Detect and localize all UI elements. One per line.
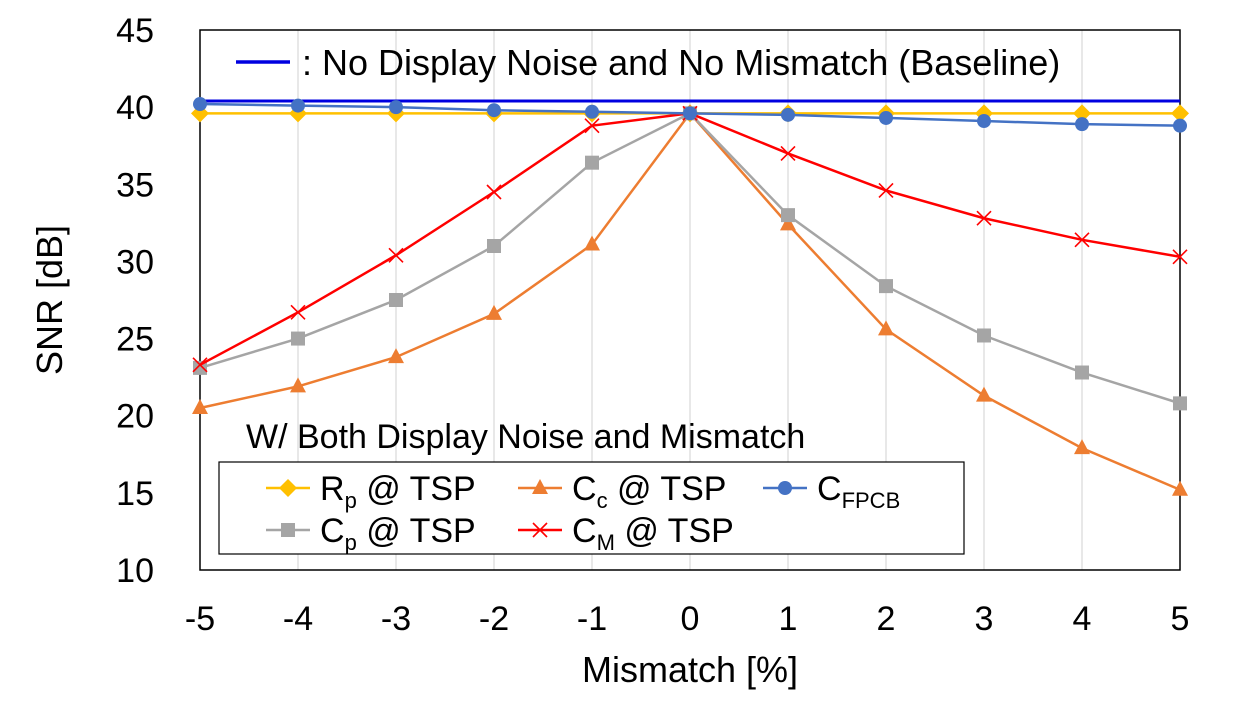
y-tick-label: 15 bbox=[116, 475, 154, 513]
y-tick-label: 10 bbox=[116, 552, 154, 590]
data-point-cc bbox=[388, 348, 404, 364]
baseline-legend-label: : No Display Noise and No Mismatch (Base… bbox=[302, 42, 1060, 83]
data-point-cm bbox=[486, 184, 502, 200]
data-point-cfpcb bbox=[487, 103, 501, 118]
legend-swatch-marker bbox=[532, 479, 548, 494]
x-tick-label: 3 bbox=[975, 600, 994, 638]
x-tick-label: 1 bbox=[779, 600, 798, 638]
x-tick-label: -2 bbox=[479, 600, 509, 638]
data-point-cp bbox=[977, 328, 991, 343]
data-point-cm bbox=[1074, 232, 1090, 248]
data-point-cp bbox=[585, 155, 599, 170]
data-point-cm bbox=[878, 182, 894, 199]
data-point-cfpcb bbox=[1075, 117, 1089, 132]
x-axis-title: Mismatch [%] bbox=[582, 649, 798, 690]
x-tick-label: 5 bbox=[1171, 600, 1190, 638]
legend-swatch-marker bbox=[281, 523, 295, 537]
x-tick-label: -1 bbox=[577, 600, 607, 638]
x-tick-label: -5 bbox=[185, 600, 215, 638]
data-point-cp bbox=[781, 208, 795, 223]
x-tick-label: -3 bbox=[381, 600, 411, 638]
data-point-cc bbox=[1074, 439, 1090, 455]
legend-swatch-marker bbox=[532, 522, 548, 538]
y-tick-label: 25 bbox=[116, 321, 154, 359]
legend-swatch-marker bbox=[279, 479, 297, 497]
data-point-cc bbox=[486, 304, 502, 320]
x-tick-label: 2 bbox=[877, 600, 896, 638]
legend-label: CFPCB bbox=[817, 470, 900, 513]
data-point-cm bbox=[388, 247, 404, 263]
data-point-cc bbox=[584, 235, 600, 251]
data-point-cfpcb bbox=[977, 114, 991, 129]
data-point-cp bbox=[291, 331, 305, 346]
data-point-cfpcb bbox=[585, 104, 599, 119]
legend-label: CM @ TSP bbox=[572, 512, 734, 555]
x-tick-label: 0 bbox=[681, 600, 700, 638]
series-cfpcb bbox=[193, 97, 1187, 133]
legend-label: Cp @ TSP bbox=[320, 512, 476, 555]
data-point-cc bbox=[192, 399, 208, 414]
data-point-cp bbox=[879, 279, 893, 294]
data-point-rp bbox=[1073, 104, 1091, 123]
data-point-cm bbox=[584, 118, 600, 134]
legend: W/ Both Display Noise and Mismatch Rp @ … bbox=[218, 418, 965, 555]
data-point-cfpcb bbox=[291, 98, 305, 113]
data-point-cfpcb bbox=[683, 106, 697, 121]
legend-title: W/ Both Display Noise and Mismatch bbox=[246, 418, 805, 456]
legend-box bbox=[218, 461, 965, 555]
legend-item-rp: Rp @ TSP bbox=[266, 470, 476, 513]
data-point-cfpcb bbox=[781, 107, 795, 122]
x-axis-tick-labels: -5 -4 -3 -2 -1 0 1 2 3 4 5 bbox=[185, 600, 1190, 638]
data-point-cp bbox=[389, 293, 403, 307]
legend-items: Rp @ TSP Cc @ TSP CFPCB Cp @ TSP CM @ TSP bbox=[266, 470, 900, 555]
y-tick-label: 30 bbox=[116, 243, 154, 281]
legend-item-cm: CM @ TSP bbox=[518, 512, 734, 555]
data-point-cp bbox=[487, 239, 501, 253]
data-point-cm bbox=[290, 304, 306, 320]
data-point-cm bbox=[192, 357, 208, 373]
data-point-cc bbox=[1172, 480, 1188, 496]
data-point-cfpcb bbox=[879, 110, 893, 125]
data-point-cc bbox=[976, 386, 992, 402]
y-tick-label: 35 bbox=[116, 166, 154, 204]
data-point-cp bbox=[1075, 365, 1089, 380]
data-point-cm bbox=[976, 210, 992, 226]
data-point-cp bbox=[193, 360, 207, 375]
data-point-cm bbox=[1172, 249, 1188, 265]
legend-label: Rp @ TSP bbox=[320, 470, 476, 513]
y-tick-label: 20 bbox=[116, 398, 154, 436]
baseline: : No Display Noise and No Mismatch (Base… bbox=[200, 42, 1180, 103]
x-tick-label: 4 bbox=[1073, 600, 1092, 638]
legend-item-cc: Cc @ TSP bbox=[518, 470, 726, 513]
data-point-cfpcb bbox=[1173, 118, 1187, 133]
data-point-cm bbox=[780, 145, 796, 161]
data-point-rp bbox=[1171, 104, 1189, 123]
legend-item-cp: Cp @ TSP bbox=[266, 512, 476, 555]
data-series bbox=[191, 97, 1189, 496]
data-point-cp bbox=[1173, 396, 1187, 411]
plot-area-border bbox=[199, 29, 1181, 571]
x-tick-label: -4 bbox=[283, 600, 313, 638]
y-tick-label: 40 bbox=[116, 89, 154, 127]
legend-label: Cc @ TSP bbox=[572, 470, 726, 513]
y-tick-label: 45 bbox=[116, 12, 154, 50]
data-point-cfpcb bbox=[193, 97, 207, 112]
y-axis-tick-labels: 10 15 20 25 30 35 40 45 bbox=[116, 12, 154, 590]
data-point-cc bbox=[780, 215, 796, 231]
legend-swatch-marker bbox=[778, 481, 792, 495]
data-point-cc bbox=[878, 320, 894, 336]
legend-item-cfpcb: CFPCB bbox=[763, 470, 900, 513]
data-point-cc bbox=[290, 377, 306, 393]
y-axis-title: SNR [dB] bbox=[29, 225, 70, 375]
data-point-cfpcb bbox=[389, 100, 403, 115]
